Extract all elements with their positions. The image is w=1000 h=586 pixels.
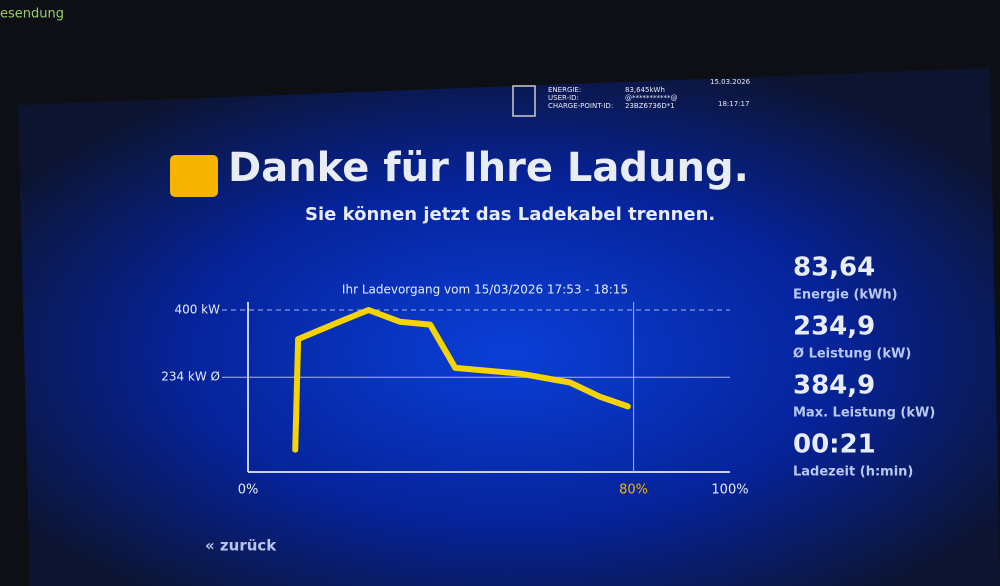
subtitle: Sie können jetzt das Ladekabel trennen.: [305, 204, 715, 225]
receipt-icon: [512, 85, 536, 117]
y-tick-label: 400 kW: [174, 303, 220, 317]
stats: 83,64 Energie (kWh) 234,9 Ø Leistung (kW) 38…: [793, 253, 935, 480]
x-tick-label: 0%: [238, 483, 259, 498]
stat-value: 384,9: [793, 371, 875, 401]
chart-title: Ihr Ladevorgang vom 15/03/2026 17:53 - 1…: [342, 283, 628, 297]
title: Danke für Ihre Ladung.: [228, 145, 749, 191]
stat-label: Ladezeit (h:min): [793, 465, 913, 480]
receipt-date: 15.03.2026: [710, 78, 751, 86]
stat-value: 234,9: [793, 312, 875, 342]
stat-label: Ø Leistung (kW): [793, 347, 911, 362]
receipt-value: 83,645kWh: [625, 86, 665, 94]
car-icon: [170, 155, 218, 197]
tab-label: esendung: [0, 7, 64, 22]
receipt: ENERGIE: 83,645kWh USER-ID: @***********@ CH…: [548, 78, 751, 110]
receipt-time: 18:17:17: [718, 100, 749, 108]
power-curve: [292, 307, 631, 453]
x-tick-label: 100%: [711, 483, 748, 498]
chart: 400 kW 234 kW Ø 0% 80% 100%: [161, 302, 749, 498]
receipt-label: USER-ID:: [548, 94, 579, 102]
stat-value: 00:21: [793, 430, 876, 460]
panel: [18, 68, 1000, 586]
receipt-value: 23BZ6736D*1: [625, 102, 675, 110]
receipt-value: @***********@: [625, 94, 678, 102]
receipt-label: CHARGE-POINT-ID:: [548, 102, 613, 110]
x-tick-label: 80%: [619, 483, 648, 498]
back-button[interactable]: « zurück: [205, 537, 277, 555]
receipt-label: ENERGIE:: [548, 86, 581, 94]
stat-label: Max. Leistung (kW): [793, 406, 935, 421]
y-tick-label: 234 kW Ø: [161, 370, 220, 384]
stat-value: 83,64: [793, 253, 875, 283]
stat-label: Energie (kWh): [793, 288, 898, 303]
